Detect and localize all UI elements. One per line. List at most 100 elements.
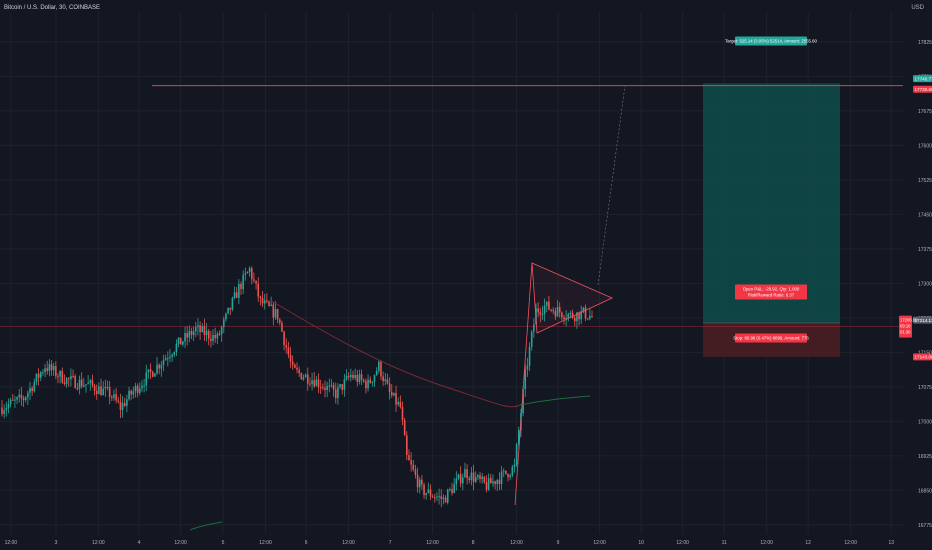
- candle-body: [61, 370, 64, 383]
- candle-body: [78, 379, 81, 389]
- candle-body: [539, 312, 542, 315]
- candle-body: [367, 379, 369, 389]
- candle-body: [147, 369, 150, 373]
- candle-body: [561, 312, 563, 318]
- candle-body: [371, 381, 374, 383]
- candle-body: [162, 360, 165, 365]
- candle-body: [444, 497, 447, 503]
- candle-body: [528, 346, 531, 366]
- candle-body: [552, 309, 555, 312]
- candle-body: [294, 364, 296, 368]
- candle-body: [1, 407, 3, 414]
- candle-body: [104, 386, 107, 389]
- candle-body: [18, 394, 21, 398]
- time-axis[interactable]: 12:00 3 12:00 4 12:00 5 12:00 6 12:00 7 12:00 8 12:0…: [5, 540, 895, 546]
- drawings[interactable]: [0, 85, 903, 531]
- candle-body: [39, 372, 42, 378]
- price-tick-label: 17600.00: [918, 143, 932, 149]
- candle-body: [253, 279, 255, 281]
- candle-body: [449, 489, 451, 491]
- candle-body: [11, 399, 14, 401]
- candle-body: [414, 469, 417, 475]
- candle-body: [203, 325, 206, 336]
- candle-body: [425, 493, 427, 496]
- candle-body: [222, 319, 225, 328]
- candle-body: [537, 308, 539, 313]
- symbol-title: Bitcoin / U.S. Dollar, 30, COINBASE: [4, 5, 101, 11]
- candle-body: [197, 325, 199, 328]
- candle-body: [453, 484, 455, 494]
- candle-body: [584, 307, 587, 319]
- target-label-text: Target: 525.14 (3.05%) 52514, Amount: 25…: [725, 39, 817, 44]
- stop-price-tag: [913, 353, 932, 361]
- candle-body: [356, 375, 359, 382]
- candle-body: [571, 312, 574, 318]
- candle-body: [194, 327, 197, 332]
- candle-body: [541, 313, 544, 315]
- candle-body: [436, 496, 438, 498]
- candle-body: [334, 389, 337, 399]
- candle-body: [459, 474, 462, 484]
- candle-body: [65, 378, 68, 384]
- candle-body: [586, 318, 589, 320]
- target-zone: [703, 83, 840, 323]
- candle-body: [250, 268, 253, 280]
- time-tick-label: 12:00: [510, 540, 523, 546]
- time-tick-label: 9: [557, 540, 560, 546]
- candle-body: [386, 379, 389, 384]
- candle-body: [322, 387, 324, 389]
- candle-body: [72, 375, 74, 377]
- candle-body: [207, 330, 210, 339]
- candle-body: [16, 397, 18, 400]
- candle-body: [35, 373, 38, 383]
- flag-pole: [514, 262, 533, 506]
- candle-body: [5, 407, 8, 411]
- candle-body: [117, 400, 120, 402]
- price-axis[interactable]: 16775.00 16850.00 16925.00 17000.00 17075.00…: [899, 40, 932, 529]
- price-tick-label: 16775.00: [918, 523, 932, 529]
- candle-body: [388, 383, 391, 393]
- time-tick-label: 12:00: [844, 540, 857, 546]
- candle-body: [440, 496, 443, 500]
- candle-body: [375, 371, 378, 376]
- candle-body: [393, 392, 395, 396]
- candle-body: [330, 384, 333, 386]
- position-zones[interactable]: [703, 83, 840, 357]
- price-tick-label: 17450.00: [918, 212, 932, 218]
- candle-body: [548, 301, 550, 310]
- candle-body: [509, 475, 511, 478]
- candle-body: [395, 392, 397, 405]
- candle-body: [451, 489, 453, 494]
- candle-body: [216, 333, 219, 339]
- candle-body: [576, 312, 578, 322]
- stop-label: [735, 333, 807, 343]
- candle-body: [48, 364, 51, 371]
- moving-average-line: [189, 521, 223, 531]
- candle-body: [431, 496, 434, 498]
- target-label: [735, 36, 807, 46]
- candle-body: [468, 478, 471, 480]
- candle-body: [358, 374, 361, 382]
- candle-body: [218, 333, 221, 335]
- candle-body: [485, 482, 488, 490]
- candle-body: [179, 337, 182, 345]
- candle-body: [533, 324, 535, 332]
- candle-body: [300, 372, 303, 380]
- time-tick-label: 12: [805, 540, 811, 546]
- candle-body: [141, 385, 143, 389]
- candle-body: [350, 374, 352, 378]
- candle-body: [397, 401, 400, 405]
- candle-body: [317, 379, 320, 387]
- candle-body: [380, 361, 382, 377]
- candle-body: [266, 300, 268, 302]
- candle-body: [442, 497, 445, 500]
- candle-body: [565, 318, 567, 320]
- candle-body: [132, 391, 135, 395]
- candle-body: [102, 388, 105, 396]
- candle-body: [500, 471, 503, 484]
- candle-body: [186, 333, 188, 338]
- candle-body: [126, 399, 128, 406]
- candle-body: [545, 301, 548, 306]
- price-tick-label: 17825.00: [918, 40, 932, 46]
